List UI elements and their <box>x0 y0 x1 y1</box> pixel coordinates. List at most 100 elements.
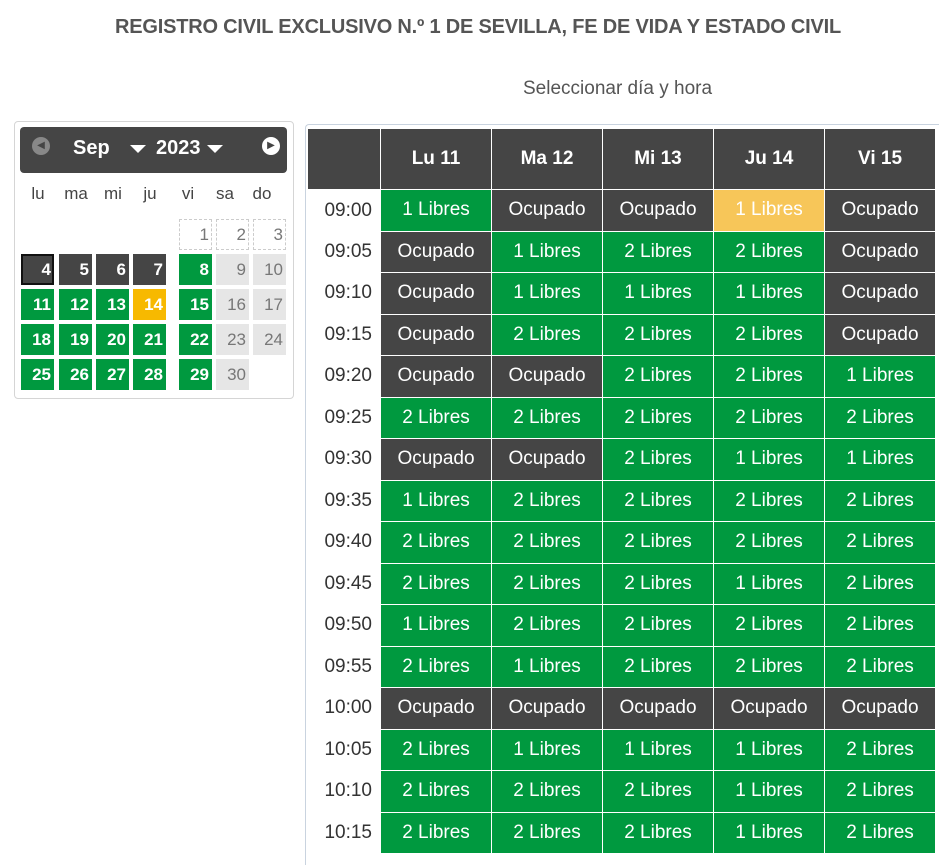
calendar-day[interactable]: 18 <box>21 324 54 355</box>
calendar-day[interactable]: 8 <box>179 254 212 285</box>
slot-available[interactable]: 2 Libres <box>713 355 825 398</box>
slot-available[interactable]: 1 Libres <box>602 272 714 315</box>
slot-available[interactable]: 1 Libres <box>713 728 825 771</box>
slot-available[interactable]: 2 Libres <box>713 313 825 356</box>
month-select[interactable]: Sep <box>73 137 146 160</box>
slot-available[interactable]: 2 Libres <box>602 770 714 813</box>
time-row: 09:05 Ocupado 1 Libres 2 Libres 2 Libres Ocup… <box>307 230 936 273</box>
slot-available[interactable]: 2 Libres <box>713 645 825 688</box>
slot-available[interactable]: 1 Libres <box>824 438 936 481</box>
slot-available[interactable]: 1 Libres <box>713 562 825 605</box>
slot-available[interactable]: 2 Libres <box>824 396 936 439</box>
slot-available[interactable]: 1 Libres <box>713 811 825 854</box>
slot-available[interactable]: 2 Libres <box>380 728 492 771</box>
calendar-day[interactable]: 12 <box>59 289 92 320</box>
schedule-panel <box>305 124 939 865</box>
time-label: 09:40 <box>307 521 381 563</box>
slot-available[interactable]: 2 Libres <box>602 313 714 356</box>
time-slot-grid: Lu 11 Ma 12 Mi 13 Ju 14 Vi 15 09:00 1 Libres O… <box>307 128 936 854</box>
calendar-day[interactable]: 20 <box>96 324 129 355</box>
slot-available[interactable]: 2 Libres <box>602 230 714 273</box>
slot-available[interactable]: 2 Libres <box>602 479 714 522</box>
slot-available[interactable]: 1 Libres <box>713 189 825 232</box>
slot-available[interactable]: 2 Libres <box>824 479 936 522</box>
slot-available[interactable]: 2 Libres <box>380 562 492 605</box>
slot-available[interactable]: 2 Libres <box>380 645 492 688</box>
slot-available[interactable]: 1 Libres <box>713 770 825 813</box>
slot-available[interactable]: 2 Libres <box>491 770 603 813</box>
calendar-day[interactable]: 22 <box>179 324 212 355</box>
calendar-day[interactable]: 11 <box>21 289 54 320</box>
slot-available[interactable]: 2 Libres <box>491 604 603 647</box>
slot-available[interactable]: 2 Libres <box>380 811 492 854</box>
time-label: 09:45 <box>307 563 381 605</box>
slot-available[interactable]: 2 Libres <box>824 728 936 771</box>
slot-available[interactable]: 2 Libres <box>824 645 936 688</box>
caret-down-icon <box>129 144 146 153</box>
slot-available[interactable]: 1 Libres <box>713 272 825 315</box>
calendar-day: 24 <box>253 324 286 355</box>
slot-available[interactable]: 2 Libres <box>713 396 825 439</box>
page-title: REGISTRO CIVIL EXCLUSIVO N.º 1 DE SEVILL… <box>114 16 842 38</box>
calendar-day[interactable]: 26 <box>59 359 92 390</box>
slot-available[interactable]: 2 Libres <box>713 521 825 564</box>
slot-available[interactable]: 2 Libres <box>491 479 603 522</box>
year-select[interactable]: 2023 <box>156 137 223 160</box>
slot-busy: Ocupado <box>380 687 492 730</box>
day-column-header: Ma 12 <box>491 128 603 190</box>
slot-available[interactable]: 2 Libres <box>713 479 825 522</box>
slot-available[interactable]: 1 Libres <box>824 355 936 398</box>
calendar-day[interactable]: 13 <box>96 289 129 320</box>
calendar-day[interactable]: 27 <box>96 359 129 390</box>
slot-available[interactable]: 2 Libres <box>380 396 492 439</box>
slot-available[interactable]: 2 Libres <box>824 562 936 605</box>
chevron-right-circle-icon[interactable]: ▶ <box>262 137 280 155</box>
slot-available[interactable]: 2 Libres <box>824 770 936 813</box>
slot-available[interactable]: 2 Libres <box>602 355 714 398</box>
slot-available[interactable]: 2 Libres <box>602 811 714 854</box>
slot-available[interactable]: 2 Libres <box>491 811 603 854</box>
slot-available[interactable]: 1 Libres <box>602 728 714 771</box>
slot-busy: Ocupado <box>491 355 603 398</box>
slot-available[interactable]: 2 Libres <box>602 396 714 439</box>
slot-available[interactable]: 2 Libres <box>491 562 603 605</box>
slot-available[interactable]: 1 Libres <box>491 230 603 273</box>
slot-available[interactable]: 2 Libres <box>824 604 936 647</box>
slot-available[interactable]: 2 Libres <box>713 230 825 273</box>
slot-available[interactable]: 2 Libres <box>824 521 936 564</box>
slot-available[interactable]: 2 Libres <box>380 770 492 813</box>
slot-available[interactable]: 2 Libres <box>491 396 603 439</box>
slot-available[interactable]: 2 Libres <box>713 604 825 647</box>
slot-available[interactable]: 2 Libres <box>491 521 603 564</box>
calendar-day: 5 <box>59 254 92 285</box>
calendar-day[interactable]: 28 <box>133 359 166 390</box>
slot-available[interactable]: 2 Libres <box>380 521 492 564</box>
calendar-day: 9 <box>216 254 249 285</box>
chevron-left-circle-icon[interactable]: ◀ <box>32 137 50 155</box>
slot-available[interactable]: 2 Libres <box>602 521 714 564</box>
calendar-day[interactable]: 14 <box>133 289 166 320</box>
slot-available[interactable]: 2 Libres <box>602 645 714 688</box>
calendar-day: 16 <box>216 289 249 320</box>
calendar-day[interactable]: 25 <box>21 359 54 390</box>
slot-busy: Ocupado <box>602 189 714 232</box>
slot-available[interactable]: 1 Libres <box>713 438 825 481</box>
grid-corner <box>307 128 381 190</box>
calendar-day[interactable]: 15 <box>179 289 212 320</box>
calendar-day[interactable]: 19 <box>59 324 92 355</box>
slot-available[interactable]: 1 Libres <box>491 728 603 771</box>
slot-available[interactable]: 1 Libres <box>491 272 603 315</box>
slot-available[interactable]: 2 Libres <box>602 562 714 605</box>
slot-available[interactable]: 1 Libres <box>380 479 492 522</box>
slot-available[interactable]: 1 Libres <box>491 645 603 688</box>
calendar-day[interactable]: 29 <box>179 359 212 390</box>
slot-available[interactable]: 2 Libres <box>491 313 603 356</box>
slot-available[interactable]: 2 Libres <box>602 604 714 647</box>
calendar-day[interactable]: 21 <box>133 324 166 355</box>
slot-available[interactable]: 2 Libres <box>824 811 936 854</box>
slot-available[interactable]: 2 Libres <box>602 438 714 481</box>
slot-available[interactable]: 1 Libres <box>380 604 492 647</box>
day-column-header: Vi 15 <box>824 128 936 190</box>
calendar-day: 2 <box>216 219 249 250</box>
slot-available[interactable]: 1 Libres <box>380 189 492 232</box>
